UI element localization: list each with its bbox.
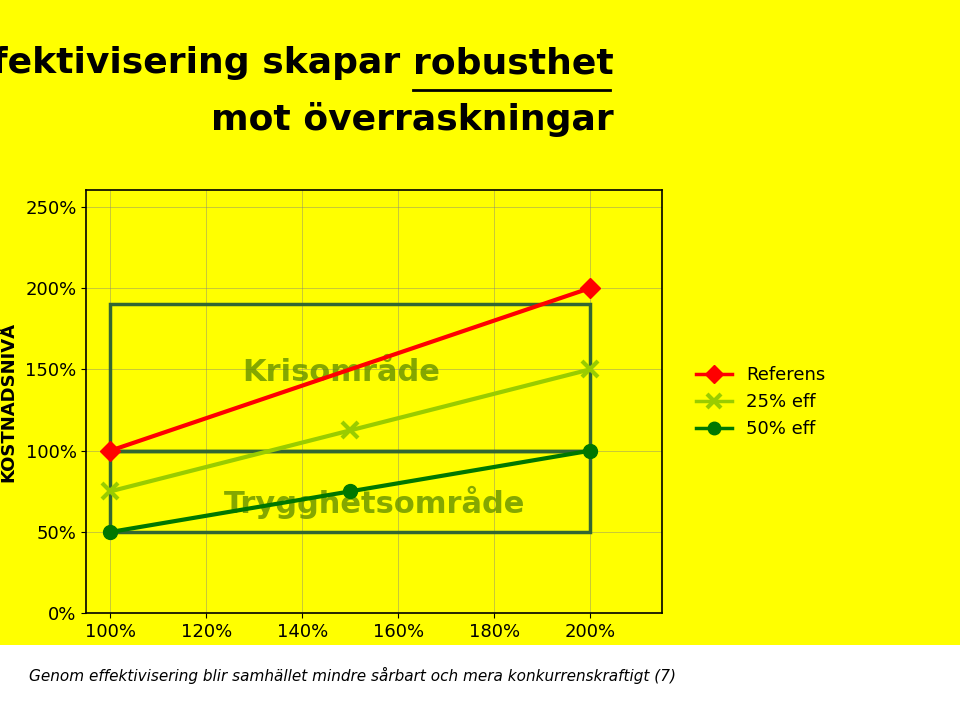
Bar [110, 450, 590, 532]
Legend: Referens, 25% eff, 50% eff: Referens, 25% eff, 50% eff [688, 359, 833, 445]
Y-axis label: KOSTNADSNIVÅ: KOSTNADSNIVÅ [0, 321, 17, 482]
X-axis label: PRISNIVÅ: PRISNIVÅ [326, 649, 422, 668]
Text: Trygghetsområde: Trygghetsområde [224, 486, 525, 520]
Text: 7. Effektivisering skapar: 7. Effektivisering skapar [0, 47, 413, 80]
Text: Krisområde: Krisområde [242, 358, 440, 387]
Text: Genom effektivisering blir samhället mindre sårbart och mera konkurrenskraftigt : Genom effektivisering blir samhället min… [29, 667, 676, 684]
Text: mot överraskningar: mot överraskningar [211, 102, 614, 137]
Text: robusthet: robusthet [413, 47, 613, 80]
Bar [110, 305, 590, 450]
